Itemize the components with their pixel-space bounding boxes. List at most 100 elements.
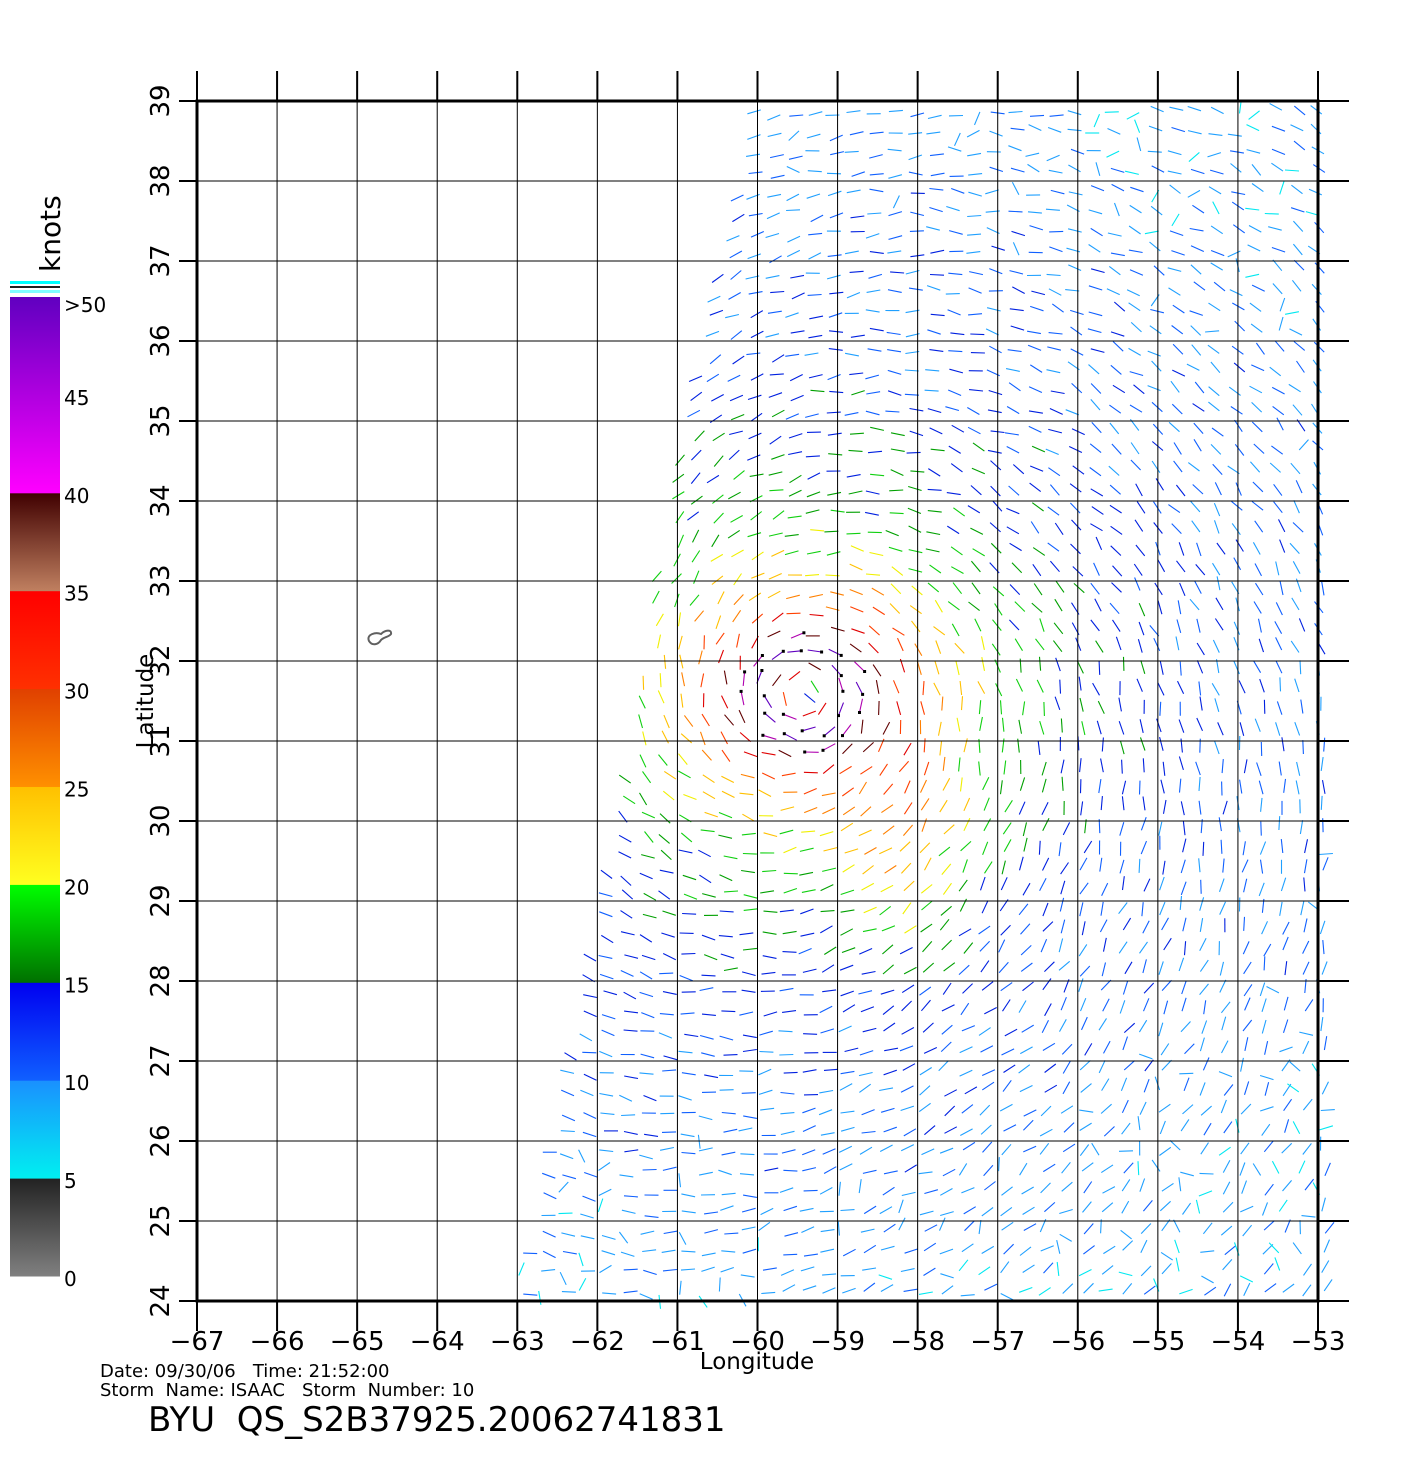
wind-vector	[1046, 369, 1061, 374]
latitude-tick-label: 24	[146, 1284, 176, 1317]
wind-vector	[779, 829, 794, 835]
wind-vector	[1079, 965, 1091, 977]
wind-vector	[719, 874, 733, 882]
wind-vector	[623, 1029, 638, 1032]
wind-vector	[1042, 921, 1054, 932]
wind-vector	[788, 451, 803, 456]
colorbar-tick-label: >50	[64, 293, 106, 317]
wind-vector	[1160, 1251, 1174, 1261]
wind-vector	[1010, 127, 1025, 131]
wind-vector	[681, 1193, 696, 1198]
wind-vector	[842, 864, 855, 873]
wind-vector	[678, 849, 693, 854]
wind-vector	[1167, 150, 1182, 156]
wind-vector	[1139, 1053, 1153, 1060]
wind-vector	[712, 432, 725, 442]
wind-vector	[863, 906, 877, 914]
wind-vector	[1136, 678, 1143, 692]
wind-vector	[1018, 903, 1029, 916]
longitude-tick-label: −54	[1210, 1327, 1265, 1357]
wind-vector	[901, 984, 915, 994]
wind-vector	[1171, 250, 1185, 256]
wind-vector	[921, 900, 933, 911]
wind-vector	[983, 1164, 994, 1177]
wind-vector	[1011, 182, 1020, 195]
wind-vector	[968, 601, 980, 612]
wind-vector	[849, 372, 864, 376]
wind-vector	[1028, 410, 1043, 414]
wind-vector	[1089, 443, 1102, 454]
wind-vector	[963, 817, 971, 832]
wind-vector	[1271, 386, 1285, 395]
wind-vector	[1245, 273, 1260, 278]
wind-vector	[1179, 1288, 1193, 1295]
wind-vector	[1048, 428, 1063, 434]
wind-vector	[1303, 1263, 1312, 1276]
wind-vector	[926, 531, 941, 536]
wind-vector	[1233, 362, 1246, 373]
wind-vector	[802, 1069, 817, 1073]
colorbar-tick-label: 40	[64, 484, 89, 508]
wind-vector	[623, 1268, 638, 1271]
wind-vector	[763, 695, 773, 708]
wind-vector	[933, 626, 946, 636]
wind-vector	[1284, 1219, 1291, 1233]
wind-vector	[1109, 404, 1122, 414]
wind-vector	[1001, 1221, 1014, 1231]
wind-vector	[1322, 940, 1325, 955]
wind-vector	[717, 591, 725, 605]
longitude-tick-label: −59	[810, 1327, 865, 1357]
wind-vector	[1194, 381, 1205, 394]
rain-flag-dot	[781, 712, 785, 716]
wind-vector	[942, 756, 946, 771]
wind-vector	[678, 1231, 687, 1245]
wind-vector	[760, 1207, 774, 1216]
wind-vector	[1246, 124, 1260, 132]
wind-vector	[979, 940, 990, 952]
wind-vector	[1319, 920, 1326, 935]
wind-vector	[745, 275, 760, 280]
wind-vector	[1106, 150, 1120, 158]
wind-vector	[1006, 526, 1020, 535]
wind-vector	[701, 934, 716, 941]
wind-vector	[1041, 1020, 1049, 1034]
wind-vector	[885, 410, 900, 413]
wind-vector	[1038, 840, 1041, 855]
wind-vector	[899, 841, 911, 852]
wind-vector	[1018, 856, 1024, 871]
wind-vector	[983, 797, 990, 811]
wind-vector	[690, 472, 701, 484]
wind-vector	[1244, 1037, 1249, 1052]
wind-vector	[732, 609, 742, 623]
longitude-tick-label: −62	[570, 1327, 625, 1357]
colorbar-tick-label: 45	[64, 386, 89, 410]
wind-vector	[1290, 124, 1304, 132]
wind-vector	[1158, 1022, 1164, 1037]
wind-vector	[1129, 269, 1144, 276]
wind-vector	[724, 890, 739, 893]
wind-vector	[1249, 385, 1263, 394]
wind-vector	[1002, 999, 1011, 1012]
wind-vector	[1199, 918, 1204, 932]
wind-vector	[826, 172, 842, 175]
longitude-tick-label: −61	[650, 1327, 705, 1357]
wind-vector	[1180, 1021, 1191, 1033]
wind-vector	[981, 1245, 995, 1254]
wind-vector	[1161, 1182, 1174, 1192]
wind-vector	[710, 553, 724, 562]
wind-vector	[1139, 719, 1144, 734]
wind-vector	[1140, 1239, 1148, 1253]
wind-vector	[869, 131, 884, 135]
wind-vector	[1102, 937, 1107, 952]
wind-vector	[1139, 941, 1148, 954]
wind-vector	[849, 643, 862, 653]
latitude-tick-label: 37	[146, 244, 176, 277]
wind-vector	[1032, 563, 1042, 577]
wind-vector	[1121, 796, 1125, 811]
wind-vector	[840, 1126, 855, 1132]
wind-vector	[1033, 583, 1043, 596]
wind-vector	[900, 1144, 915, 1152]
wind-vector	[1243, 984, 1253, 997]
wind-vector	[743, 894, 758, 899]
